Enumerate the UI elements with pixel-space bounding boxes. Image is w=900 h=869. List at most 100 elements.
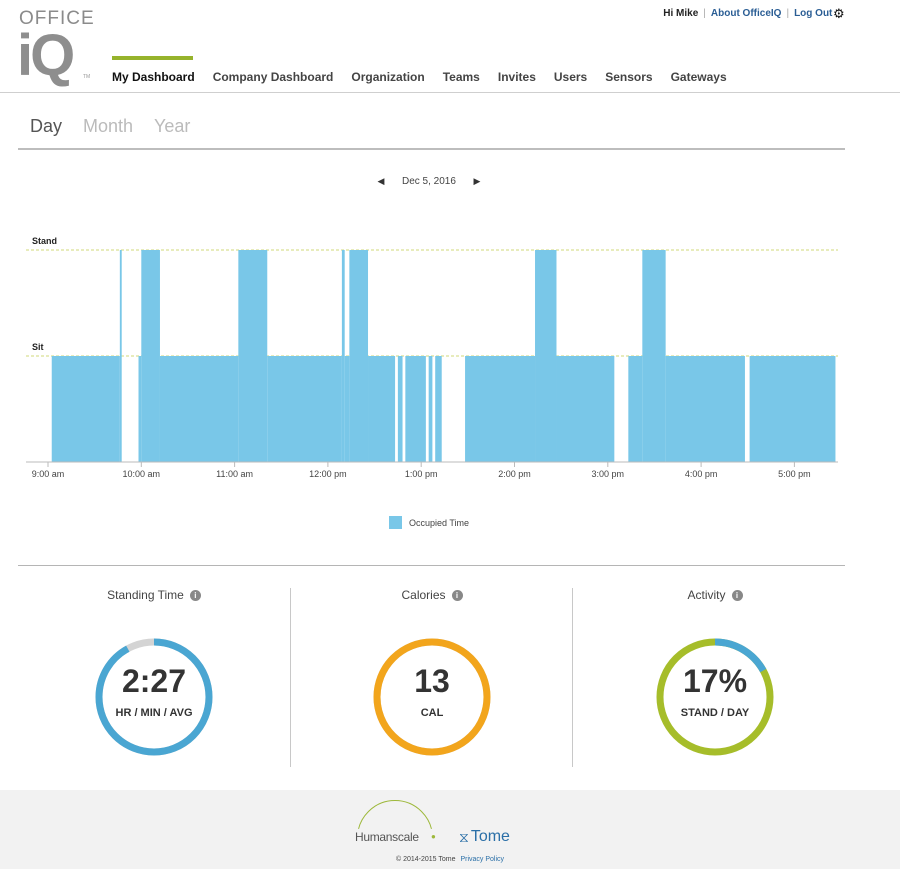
chevron-left-icon[interactable]: ◀ (377, 176, 385, 186)
logo-office-text: OFFICE (19, 8, 95, 29)
copyright: © 2014-2015 Tome Privacy Policy (0, 856, 900, 863)
standing-time-label: Standing Time (107, 588, 184, 602)
gear-icon[interactable]: ⚙ (833, 6, 845, 21)
activity-card: Activity i 17% STAND / DAY (579, 588, 851, 756)
activity-ring-svg (656, 638, 774, 756)
occupancy-bar (428, 356, 433, 462)
stat-divider (572, 588, 573, 767)
separator: | (837, 8, 840, 19)
activity-value: 17% (682, 663, 748, 699)
occupancy-bar (341, 250, 345, 462)
main-nav: My Dashboard Company Dashboard Organizat… (112, 56, 745, 84)
stats-divider (18, 565, 845, 566)
nav-gateways[interactable]: Gateways (670, 70, 727, 84)
tab-day[interactable]: Day (30, 116, 63, 136)
standing-time-unit: HR / MIN / AVG (115, 707, 193, 719)
activity-label: Activity (687, 588, 726, 602)
legend-swatch (389, 516, 402, 529)
tome-logo[interactable]: ⧖ Tome (459, 828, 510, 846)
copyright-text: © 2014-2015 Tome (395, 856, 456, 863)
occupancy-bar (238, 250, 268, 462)
info-icon[interactable]: i (189, 589, 201, 601)
tab-month[interactable]: Month (83, 116, 134, 136)
occupancy-bar (749, 356, 836, 462)
x-tick-label: 12:00 pm (309, 469, 347, 479)
occupancy-bar (665, 356, 745, 462)
info-icon[interactable]: i (451, 589, 463, 601)
calories-card: Calories i 13 CAL (296, 588, 568, 756)
ring-progress (656, 638, 774, 756)
x-tick-label: 9:00 am (32, 469, 65, 479)
top-links: Hi Mike | About OfficeIQ | Log Out | (663, 8, 845, 19)
occupancy-bar (349, 250, 369, 462)
chevron-right-icon[interactable]: ▶ (473, 176, 481, 186)
privacy-policy-link[interactable]: Privacy Policy (460, 856, 505, 863)
calories-unit: CAL (420, 707, 444, 719)
x-tick-label: 1:00 pm (405, 469, 438, 479)
standing-time-title: Standing Time i (18, 588, 290, 602)
logout-link[interactable]: Log Out (794, 8, 833, 19)
legend-label: Occupied Time (409, 517, 470, 528)
nav-invites[interactable]: Invites (497, 70, 536, 84)
nav-teams[interactable]: Teams (442, 70, 480, 84)
separator: | (786, 8, 790, 19)
calories-value: 13 (414, 663, 450, 699)
tome-mark-icon: ⧖ (459, 828, 469, 845)
calories-label: Calories (401, 588, 446, 602)
x-tick-label: 2:00 pm (498, 469, 531, 479)
footer: Humanscale ● ⧖ Tome © 2014-2015 Tome Pri… (0, 790, 900, 869)
nav-my-dashboard[interactable]: My Dashboard (112, 56, 195, 84)
about-link[interactable]: About OfficeIQ (710, 8, 782, 19)
activity-title: Activity i (579, 588, 851, 602)
standing-time-value: 2:27 (121, 663, 187, 699)
standing-ring-svg (95, 638, 213, 756)
date-navigator: ◀ Dec 5, 2016 ▶ (376, 175, 482, 187)
occupancy-bar (435, 356, 442, 462)
occupancy-bar (405, 356, 426, 462)
nav-company-dashboard[interactable]: Company Dashboard (212, 70, 334, 84)
x-tick-label: 11:00 am (216, 469, 253, 479)
humanscale-logo[interactable]: Humanscale ● (352, 800, 438, 850)
ring-progress (373, 638, 491, 756)
occupancy-bar (119, 250, 122, 462)
logo-iq-text: iQ (17, 23, 75, 88)
occupancy-bar (159, 356, 239, 462)
stat-divider (290, 588, 291, 767)
tabs-divider (18, 148, 845, 150)
occupancy-bar (267, 356, 342, 462)
calories-title: Calories i (296, 588, 568, 602)
humanscale-dot: ● (431, 832, 436, 841)
occupancy-bar (138, 356, 142, 462)
officeiq-logo[interactable]: OFFICE iQ TM (17, 8, 97, 88)
standing-time-ring: 2:27 HR / MIN / AVG (94, 637, 214, 757)
period-tabs: Day Month Year (30, 116, 211, 137)
nav-users[interactable]: Users (553, 70, 588, 84)
occupancy-chart: Stand Sit 9:00 am 10:00 am 11:00 am 12:00 pm 1… (26, 236, 838, 479)
occupancy-bar (141, 250, 160, 462)
tome-text: Tome (470, 828, 510, 845)
standing-time-card: Standing Time i 2:27 HR / MIN / AVG (18, 588, 290, 756)
x-tick-label: 4:00 pm (685, 469, 718, 479)
occupancy-bar (642, 250, 666, 462)
separator: | (703, 8, 706, 19)
logo-trademark: TM (83, 74, 91, 80)
tab-year[interactable]: Year (154, 116, 191, 136)
x-tick-label: 10:00 am (123, 469, 161, 479)
calories-ring-svg (373, 638, 491, 756)
info-icon[interactable]: i (731, 589, 743, 601)
greeting: Hi Mike (663, 8, 699, 19)
nav-organization[interactable]: Organization (351, 70, 425, 84)
nav-sensors[interactable]: Sensors (605, 70, 653, 84)
occupancy-bar (465, 356, 536, 462)
header-divider (0, 92, 900, 93)
ring-progress (95, 638, 213, 756)
occupancy-bar (628, 356, 643, 462)
humanscale-text: Humanscale (355, 830, 419, 844)
chart-legend: Occupied Time (389, 516, 469, 529)
sit-level-label: Sit (32, 342, 44, 352)
x-tick-label: 5:00 pm (778, 469, 811, 479)
activity-unit: STAND / DAY (680, 707, 750, 719)
occupancy-bar (344, 356, 350, 462)
occupancy-bar (368, 356, 396, 462)
stand-level-label: Stand (32, 236, 57, 246)
